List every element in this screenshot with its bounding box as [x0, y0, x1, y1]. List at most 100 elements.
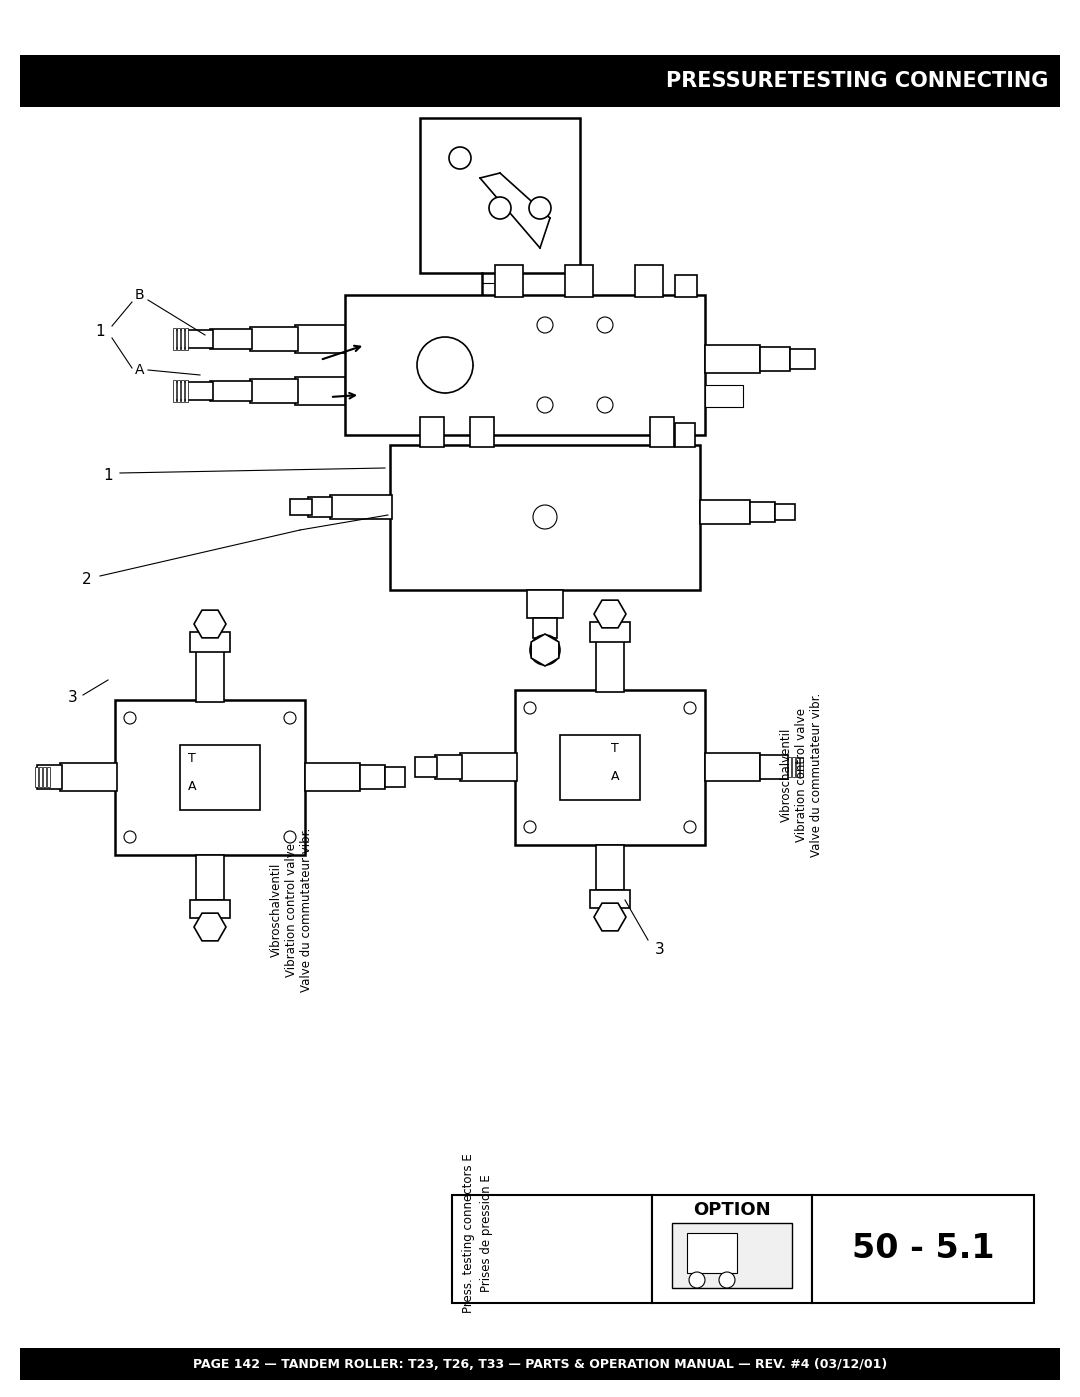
- Circle shape: [489, 197, 511, 219]
- Bar: [812, 1194, 1034, 1303]
- Bar: [775, 504, 795, 520]
- Bar: [760, 754, 788, 780]
- Circle shape: [524, 703, 536, 714]
- Bar: [596, 640, 624, 692]
- Bar: [291, 499, 312, 515]
- Bar: [295, 326, 345, 353]
- Bar: [195, 855, 224, 900]
- Circle shape: [684, 703, 696, 714]
- Bar: [687, 1234, 737, 1273]
- Bar: [789, 349, 815, 369]
- Bar: [305, 763, 360, 791]
- Bar: [800, 757, 804, 777]
- Bar: [420, 416, 444, 447]
- Bar: [590, 890, 630, 908]
- Bar: [792, 757, 795, 777]
- Bar: [181, 380, 184, 402]
- Bar: [596, 845, 624, 890]
- Bar: [635, 265, 663, 298]
- Bar: [415, 757, 437, 777]
- Bar: [460, 753, 517, 781]
- Bar: [173, 328, 176, 351]
- Bar: [384, 767, 405, 787]
- Bar: [675, 275, 697, 298]
- Bar: [561, 735, 640, 800]
- Bar: [177, 380, 180, 402]
- Text: Valve du commutateur vibr.: Valve du commutateur vibr.: [810, 693, 823, 858]
- Bar: [308, 497, 332, 517]
- Bar: [435, 754, 462, 780]
- Circle shape: [684, 821, 696, 833]
- Bar: [390, 446, 700, 590]
- Text: Vibroschalventil: Vibroschalventil: [780, 728, 793, 823]
- Bar: [35, 767, 38, 787]
- Circle shape: [449, 147, 471, 169]
- Circle shape: [124, 831, 136, 842]
- Text: 2: 2: [82, 573, 92, 588]
- Bar: [173, 380, 176, 402]
- Bar: [190, 631, 230, 652]
- Bar: [700, 500, 750, 524]
- Bar: [495, 265, 523, 298]
- Text: A: A: [135, 363, 145, 377]
- Bar: [652, 1194, 812, 1303]
- Circle shape: [529, 197, 551, 219]
- Bar: [345, 295, 705, 434]
- Bar: [515, 690, 705, 845]
- Bar: [185, 380, 188, 402]
- Circle shape: [284, 712, 296, 724]
- Text: B: B: [135, 288, 145, 302]
- Text: Valve du commutateur vibr.: Valve du commutateur vibr.: [300, 828, 313, 992]
- Bar: [796, 757, 799, 777]
- Bar: [175, 381, 213, 400]
- Text: 3: 3: [656, 943, 665, 957]
- Circle shape: [417, 337, 473, 393]
- Bar: [195, 650, 224, 703]
- Bar: [37, 766, 62, 789]
- Bar: [185, 328, 188, 351]
- Bar: [177, 328, 180, 351]
- Bar: [48, 767, 50, 787]
- Bar: [114, 700, 305, 855]
- Text: Vibroschalventil: Vibroschalventil: [270, 863, 283, 957]
- Text: A: A: [188, 781, 197, 793]
- Bar: [21, 1348, 1059, 1380]
- Bar: [210, 330, 252, 349]
- Circle shape: [530, 636, 561, 665]
- Bar: [453, 1194, 652, 1303]
- Bar: [249, 327, 298, 351]
- Circle shape: [124, 712, 136, 724]
- Bar: [360, 766, 384, 789]
- Bar: [534, 617, 557, 638]
- Bar: [190, 900, 230, 918]
- Text: 50 - 5.1: 50 - 5.1: [852, 1232, 995, 1266]
- Bar: [750, 502, 775, 522]
- Bar: [175, 330, 213, 348]
- Bar: [672, 1222, 792, 1288]
- Text: T: T: [611, 742, 619, 756]
- Text: PRESSURETESTING CONNECTING: PRESSURETESTING CONNECTING: [665, 71, 1048, 91]
- Text: Press. testing connectors E: Press. testing connectors E: [462, 1153, 475, 1313]
- Text: 1: 1: [104, 468, 112, 482]
- Text: Vibration control valve: Vibration control valve: [795, 708, 808, 842]
- Circle shape: [597, 317, 613, 332]
- Circle shape: [524, 821, 536, 833]
- Bar: [330, 495, 392, 520]
- Bar: [565, 265, 593, 298]
- Text: OPTION: OPTION: [693, 1201, 771, 1220]
- Circle shape: [284, 831, 296, 842]
- Bar: [590, 622, 630, 643]
- Bar: [39, 767, 42, 787]
- Bar: [675, 423, 696, 447]
- Text: 1: 1: [95, 324, 105, 339]
- Bar: [527, 590, 563, 617]
- Circle shape: [597, 397, 613, 414]
- Bar: [180, 745, 260, 810]
- Bar: [249, 379, 298, 402]
- Bar: [43, 767, 46, 787]
- Bar: [295, 377, 345, 405]
- Bar: [705, 345, 760, 373]
- Bar: [420, 117, 580, 272]
- Bar: [760, 346, 789, 372]
- Bar: [181, 328, 184, 351]
